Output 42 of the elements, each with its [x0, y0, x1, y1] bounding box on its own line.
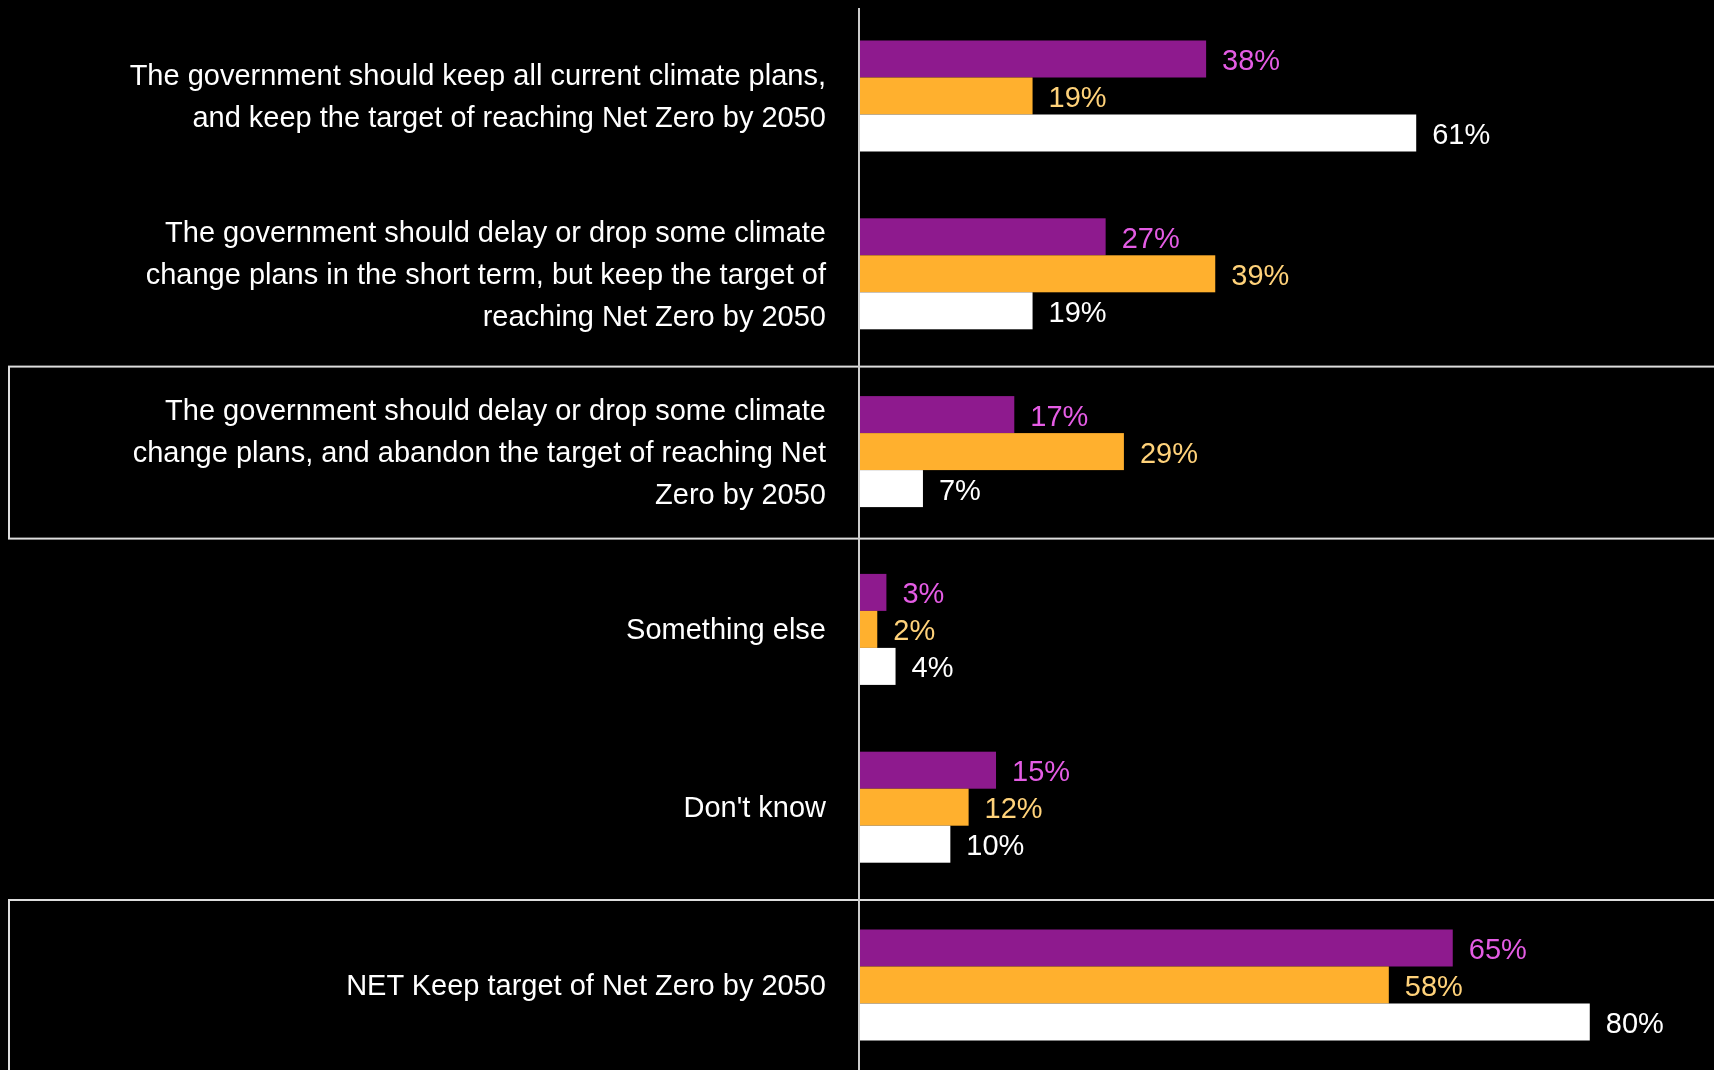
bar	[859, 77, 1033, 115]
data-label: 15%	[1012, 755, 1071, 788]
y-tick-label: The government should delay or drop some climate change plans in the short term, but keep the target of reaching Net Zero by 2050	[145, 215, 827, 332]
y-tick-label: The government should delay or drop some climate change plans, and abandon the target of reaching Net Zero by 2050	[132, 393, 826, 510]
bar	[859, 255, 1216, 293]
data-label: 61%	[1432, 118, 1491, 150]
data-label: 80%	[1605, 1007, 1664, 1039]
data-label: 19%	[1048, 81, 1107, 113]
bar	[859, 825, 951, 863]
bar	[859, 610, 878, 648]
bar	[859, 396, 1015, 434]
bar	[859, 788, 969, 826]
y-tick-label: NET Keep target of Net Zero by 2050	[346, 969, 826, 1001]
data-label: 7%	[938, 473, 981, 506]
bar	[859, 292, 1033, 330]
data-label: 4%	[911, 651, 954, 684]
data-label: 19%	[1048, 295, 1107, 328]
bar	[859, 966, 1389, 1004]
y-tick-label: The government should keep all current climate plans, and keep the target of reaching Net Zero by 2050	[129, 59, 826, 133]
data-label: 29%	[1139, 436, 1198, 469]
data-label: 39%	[1231, 258, 1290, 291]
bar	[859, 470, 923, 508]
bar	[859, 751, 997, 789]
bar	[859, 218, 1106, 256]
data-label: 58%	[1404, 970, 1463, 1002]
data-label: 10%	[966, 829, 1025, 862]
data-label: 65%	[1468, 933, 1527, 965]
bar	[859, 647, 896, 685]
data-label: 27%	[1121, 221, 1180, 254]
data-label: 38%	[1222, 44, 1281, 76]
data-label: 3%	[902, 577, 945, 610]
y-tick-label: Don't know	[683, 791, 828, 824]
bar	[859, 929, 1453, 967]
bar	[859, 1003, 1590, 1041]
data-label: 17%	[1030, 399, 1089, 432]
y-tick-label: Something else	[626, 613, 826, 646]
bar	[859, 114, 1417, 152]
bar	[859, 40, 1207, 78]
data-label: 12%	[984, 792, 1043, 825]
bar	[859, 433, 1124, 471]
bar	[859, 573, 887, 611]
data-label: 2%	[893, 614, 936, 647]
